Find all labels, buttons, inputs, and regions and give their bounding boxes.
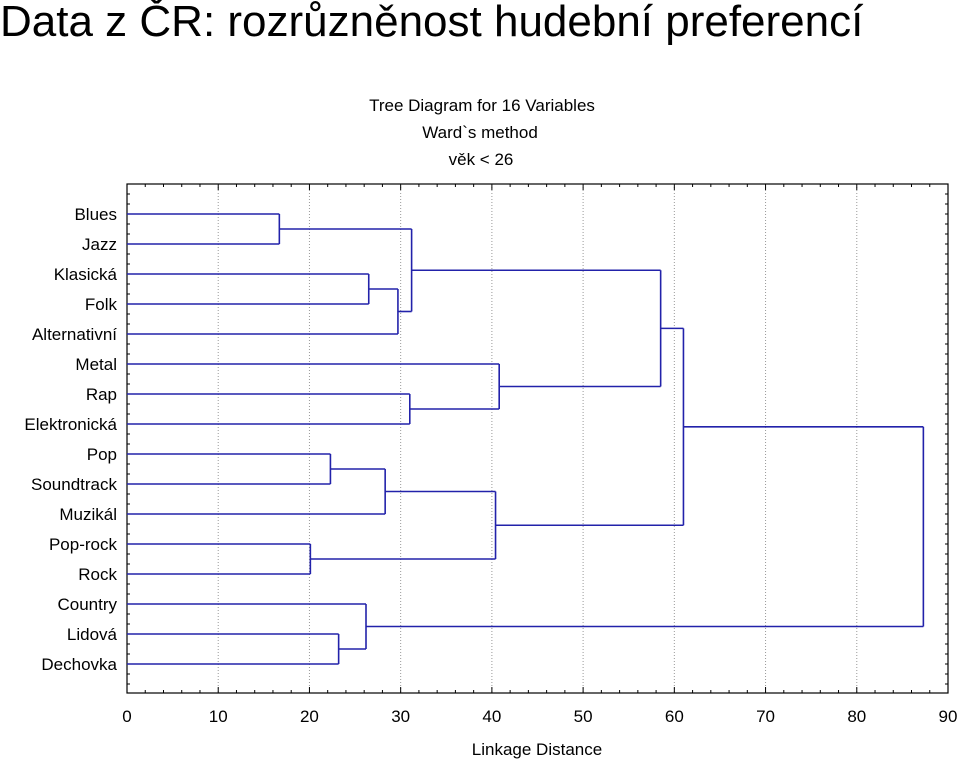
leaf-label: Blues [74,205,117,224]
leaf-label: Pop [87,445,117,464]
plot-frame [127,184,948,693]
leaf-label: Metal [75,355,117,374]
leaf-label: Folk [85,295,118,314]
x-tick-label: 70 [756,707,775,726]
chart-title: Tree Diagram for 16 Variables [369,96,595,115]
x-tick-label: 50 [574,707,593,726]
leaf-labels: Blues Jazz Klasická Folk Alternativní Metal Ra… [24,205,117,674]
leaf-label: Soundtrack [31,475,117,494]
leaf-label: Country [57,595,117,614]
axis-ticks [127,184,948,693]
x-tick-label: 40 [482,707,501,726]
dendrogram-links [127,214,923,664]
leaf-label: Jazz [82,235,117,254]
x-tick-labels: 0 10 20 30 40 50 60 70 80 90 [122,707,957,726]
leaf-label: Rock [78,565,117,584]
leaf-label: Alternativní [32,325,117,344]
leaf-label: Klasická [54,265,118,284]
leaf-label: Pop-rock [49,535,118,554]
chart-subtitle-method: Ward`s method [422,123,538,142]
leaf-label: Elektronická [24,415,117,434]
leaf-label: Dechovka [41,655,117,674]
x-tick-label: 10 [209,707,228,726]
leaf-label: Rap [86,385,117,404]
leaf-label: Muzikál [59,505,117,524]
x-axis-label: Linkage Distance [472,740,602,759]
x-tick-label: 90 [939,707,958,726]
x-tick-label: 80 [847,707,866,726]
x-tick-label: 20 [300,707,319,726]
grid-lines [218,184,857,693]
x-tick-label: 60 [665,707,684,726]
x-tick-label: 0 [122,707,131,726]
chart-subtitle-age: věk < 26 [449,150,514,169]
x-tick-label: 30 [391,707,410,726]
leaf-label: Lidová [67,625,118,644]
